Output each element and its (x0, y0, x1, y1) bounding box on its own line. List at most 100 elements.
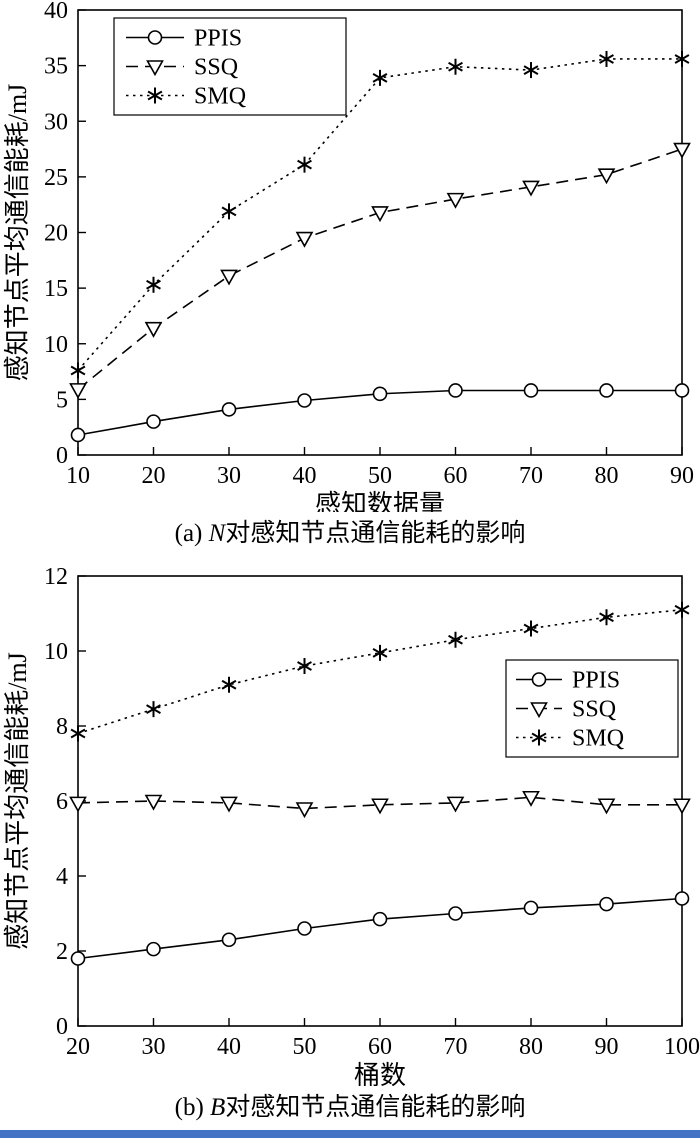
series-line-SMQ (77, 609, 683, 735)
chart-a-caption: (a) N对感知节点通信能耗的影响 (0, 512, 700, 556)
x-tick-label: 80 (595, 463, 619, 489)
x-tick-label: 60 (444, 463, 468, 489)
marker-SSQ (673, 798, 691, 815)
legend-label-SMQ: SMQ (194, 84, 246, 110)
x-tick-label: 30 (217, 463, 241, 489)
x-tick-label: 100 (664, 1034, 700, 1060)
marker-SSQ (220, 269, 238, 286)
legend-label-SSQ: SSQ (194, 55, 238, 81)
x-tick-label: 90 (670, 463, 694, 489)
marker-SMQ (297, 661, 312, 671)
marker-SMQ (674, 604, 690, 615)
marker-SSQ (597, 798, 616, 815)
y-tick-label: 15 (44, 276, 68, 302)
legend-marker-SMQ (147, 90, 163, 101)
marker-SMQ (221, 679, 237, 690)
marker-SMQ (146, 279, 161, 290)
y-tick-label: 6 (56, 789, 68, 815)
caption-b-text: 对感知节点通信能耗的影响 (225, 1094, 526, 1121)
bottom-accent-bar (0, 1130, 700, 1138)
marker-PPIS (146, 941, 161, 957)
marker-SSQ (597, 168, 616, 185)
marker-SMQ (674, 54, 690, 64)
x-tick-label: 40 (217, 1034, 241, 1060)
legend-label-PPIS: PPIS (572, 668, 620, 694)
marker-PPIS (221, 402, 237, 417)
y-tick-label: 2 (56, 939, 68, 965)
marker-PPIS (674, 383, 690, 398)
y-axis-label: 感知节点平均通信能耗/mJ (3, 652, 32, 950)
x-tick-label: 40 (293, 463, 317, 489)
marker-SSQ (446, 796, 465, 813)
series-line-SMQ (77, 58, 682, 371)
y-tick-label: 4 (56, 864, 68, 890)
marker-PPIS (448, 906, 463, 921)
chart-b-block: 20 30 40 50 60 70 80 90 100 0 2 4 6 8 10 12 桶数 感知节点平均通信能耗… (0, 556, 700, 1130)
y-tick-label: 5 (56, 387, 68, 413)
chart-b-caption: (b) B对感知节点通信能耗的影响 (0, 1086, 700, 1130)
y-tick-label: 25 (44, 165, 68, 191)
marker-SMQ (70, 365, 86, 376)
series-line-PPIS (77, 897, 683, 960)
marker-SSQ (69, 383, 87, 400)
marker-SMQ (523, 65, 539, 75)
caption-b-prefix: (b) (174, 1094, 211, 1121)
marker-PPIS (70, 427, 86, 443)
marker-SMQ (599, 54, 614, 64)
marker-SSQ (144, 794, 163, 811)
marker-SSQ (446, 192, 465, 209)
marker-SMQ (372, 72, 388, 83)
legend-marker-SSQ (146, 60, 164, 77)
x-tick-label: 20 (66, 1034, 90, 1060)
legend-label-SSQ: SSQ (572, 697, 616, 723)
marker-SMQ (599, 612, 614, 623)
y-tick-label: 30 (44, 109, 68, 135)
caption-a-variable: N (208, 520, 226, 547)
y-tick-label: 10 (44, 332, 68, 358)
y-tick-label: 35 (44, 54, 68, 80)
x-tick-label: 80 (519, 1034, 543, 1060)
chart-b-plot: 20 30 40 50 60 70 80 90 100 0 2 4 6 8 10 12 桶数 感知节点平均通信能耗… (3, 564, 700, 1086)
legend-label-SMQ: SMQ (572, 726, 624, 752)
x-tick-label: 70 (444, 1034, 468, 1060)
x-axis-label: 桶数 (354, 1061, 406, 1086)
series-line-SSQ (77, 148, 683, 391)
marker-PPIS (372, 911, 388, 927)
marker-PPIS (448, 383, 463, 398)
marker-SMQ (448, 634, 463, 645)
legend-marker-PPIS (531, 672, 547, 687)
marker-SSQ (522, 180, 540, 197)
marker-SMQ (297, 159, 312, 170)
y-tick-label: 10 (44, 639, 68, 665)
y-tick-label: 20 (44, 221, 68, 247)
x-tick-label: 90 (595, 1034, 619, 1060)
marker-SSQ (295, 231, 314, 248)
marker-PPIS (523, 900, 539, 916)
legend-marker-SSQ (530, 702, 548, 719)
legend-marker-SMQ (531, 732, 547, 743)
x-tick-label: 50 (368, 463, 392, 489)
x-tick-label: 20 (142, 463, 166, 489)
marker-PPIS (372, 386, 388, 402)
marker-SMQ (372, 648, 388, 658)
y-axis-label: 感知节点平均通信能耗/mJ (3, 84, 32, 382)
caption-a-text: 对感知节点通信能耗的影响 (225, 520, 526, 547)
marker-PPIS (599, 896, 614, 912)
marker-SSQ (295, 802, 314, 819)
marker-PPIS (297, 393, 312, 408)
marker-SSQ (522, 790, 540, 807)
series-line-SSQ (77, 796, 682, 810)
chart-a-plot: 10 20 30 40 50 60 70 80 900510152025303540感知数据量感… (3, 0, 694, 512)
marker-SMQ (70, 728, 86, 739)
marker-SSQ (144, 321, 163, 338)
marker-PPIS (146, 414, 161, 429)
marker-SSQ (220, 796, 238, 813)
marker-SMQ (221, 206, 237, 217)
x-tick-label: 10 (66, 463, 90, 489)
marker-PPIS (674, 891, 690, 906)
marker-SMQ (146, 704, 161, 714)
x-tick-label: 60 (368, 1034, 392, 1060)
marker-PPIS (297, 921, 312, 936)
x-tick-label: 50 (293, 1034, 317, 1060)
